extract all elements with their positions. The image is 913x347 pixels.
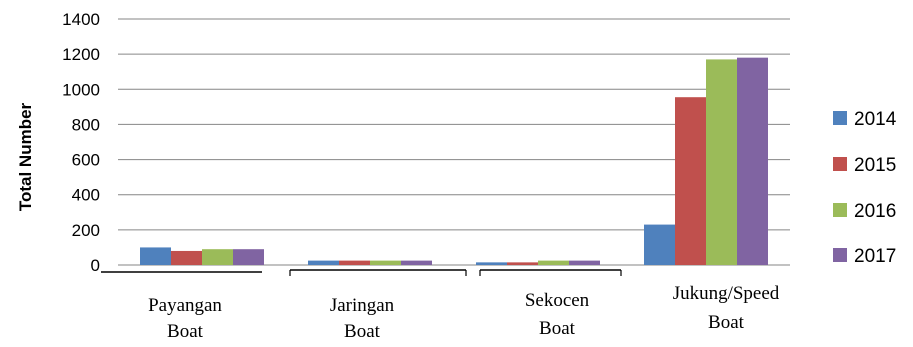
category-label: Boat [344,321,381,342]
bar-2015 [675,97,706,265]
bar-2014 [644,224,675,265]
category-label: Jukung/Speed [673,283,780,304]
category-label: Sekocen [525,290,590,311]
bar-2017 [737,57,768,266]
legend-label: 2015 [854,155,896,176]
category-label: Boat [539,318,576,339]
bar-2016 [370,260,401,265]
bar-2016 [538,260,569,265]
y-tick-label: 0 [91,256,100,275]
bar-2014 [140,247,171,265]
legend-label: 2017 [854,246,896,267]
category-separators [101,269,622,276]
bar-2017 [401,260,432,265]
legend-swatch-2016 [833,203,847,217]
bars [140,57,768,266]
gridlines [118,18,790,266]
bar-2016 [202,249,233,265]
legend-label: 2014 [854,109,897,130]
y-tick-label: 600 [72,151,100,170]
category-label: Jaringan [330,295,395,316]
y-axis-label: Total Number [16,102,35,211]
category-label: Boat [167,321,204,342]
bar-2015 [339,260,370,265]
legend-swatch-2015 [833,157,847,171]
y-tick-label: 1200 [62,45,100,64]
bar-2017 [233,249,264,265]
category-label: Boat [708,312,745,333]
legend-label: 2016 [854,201,896,222]
x-axis-categories: Payangan Boat Jaringan Boat Sekocen Boat Jukun… [148,283,780,342]
y-tick-label: 400 [72,186,100,205]
y-tick-label: 800 [72,115,100,134]
bar-2015 [171,250,202,265]
bar-2014 [476,262,507,265]
legend: 2014 2015 2016 2017 [833,109,897,267]
y-tick-label: 200 [72,221,100,240]
legend-swatch-2014 [833,111,847,125]
legend-swatch-2017 [833,248,847,262]
bar-2014 [308,260,339,265]
bar-2015 [507,262,538,265]
bar-2016 [706,59,737,265]
bar-2017 [569,260,600,265]
y-axis-ticks: 0 200 400 600 800 1000 1200 1400 [62,10,100,275]
y-tick-label: 1000 [62,80,100,99]
category-label: Payangan [148,295,222,316]
y-tick-label: 1400 [62,10,100,29]
